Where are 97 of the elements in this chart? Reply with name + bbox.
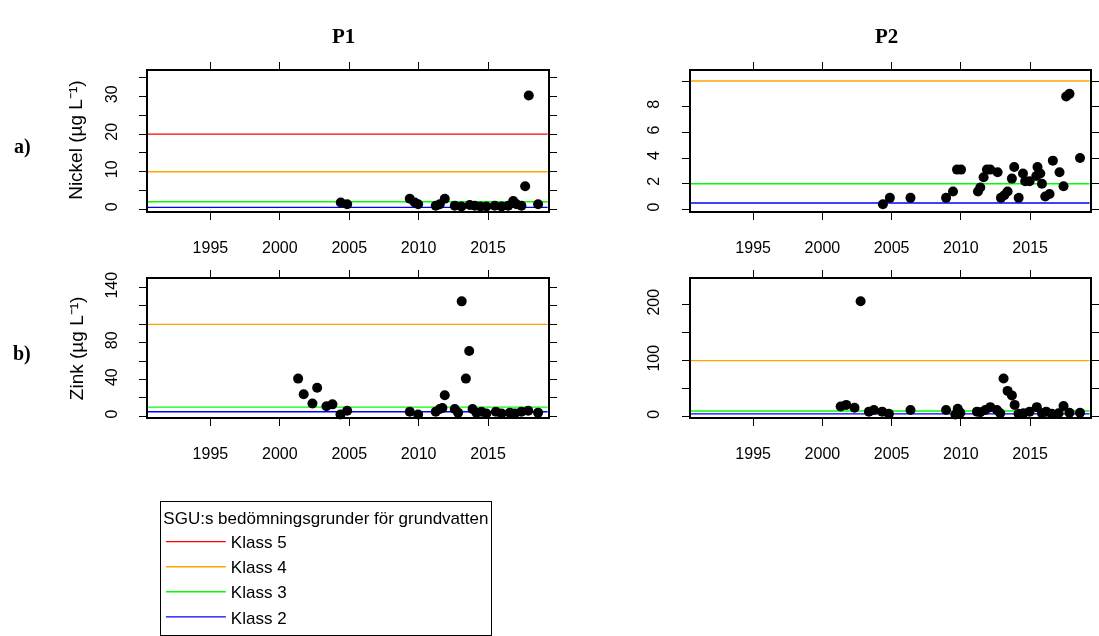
x-tick-label: 2015 xyxy=(1012,238,1049,256)
point xyxy=(456,296,467,307)
point xyxy=(404,406,415,417)
point xyxy=(1009,162,1020,173)
point xyxy=(1002,186,1013,197)
x-tick-label: 2010 xyxy=(943,445,979,463)
point xyxy=(841,399,852,410)
y-tick-label: 80 xyxy=(102,331,120,350)
y-tick-label: 4 xyxy=(645,151,663,161)
point xyxy=(1013,192,1024,203)
point xyxy=(992,167,1003,178)
y-tick-label: 40 xyxy=(102,368,120,387)
y-tick-label: 2 xyxy=(645,176,663,186)
legend-label: Klass 2 xyxy=(230,608,287,628)
point xyxy=(1031,402,1042,413)
x-tick-label: 2015 xyxy=(470,445,506,463)
x-tick-label: 2010 xyxy=(400,238,437,256)
point xyxy=(855,296,866,307)
y-tick-label: 0 xyxy=(645,202,663,212)
point xyxy=(1064,407,1075,418)
point xyxy=(439,390,450,401)
point xyxy=(905,404,916,415)
x-tick-label: 2015 xyxy=(470,238,506,256)
y-axis-title: Nickel (µg L⁻¹) xyxy=(65,80,87,200)
point xyxy=(1006,390,1017,401)
point xyxy=(460,373,471,384)
x-tick-label: 2005 xyxy=(331,238,368,256)
point xyxy=(905,192,916,203)
point xyxy=(941,192,952,203)
point xyxy=(948,186,959,197)
point xyxy=(1006,173,1017,184)
point xyxy=(293,373,304,384)
x-tick-label: 1995 xyxy=(735,445,772,463)
point xyxy=(533,407,544,418)
y-tick-label: 100 xyxy=(645,344,663,372)
y-tick-label: 20 xyxy=(102,122,120,141)
point xyxy=(1075,153,1086,164)
legend-label: Klass 5 xyxy=(230,533,287,553)
y-axis-title: Zink (µg L⁻¹) xyxy=(66,296,88,401)
chart-title: P1 xyxy=(332,24,356,48)
point xyxy=(884,192,895,203)
x-tick-label: 1995 xyxy=(735,238,772,256)
y-tick-label: 0 xyxy=(645,409,663,419)
point xyxy=(413,199,424,210)
chart-title: P2 xyxy=(875,24,899,48)
y-tick-label: 6 xyxy=(645,125,663,135)
point xyxy=(523,405,534,416)
text: b) xyxy=(13,342,31,365)
point xyxy=(998,373,1009,384)
point xyxy=(877,199,888,210)
point xyxy=(1036,178,1047,189)
x-tick-label: 2000 xyxy=(262,238,298,256)
point xyxy=(298,389,309,400)
legend-label: Klass 4 xyxy=(230,558,287,578)
legend-title: SGU:s bedömningsgrunder för grundvatten xyxy=(163,509,489,529)
point xyxy=(1058,181,1069,192)
x-tick-label: 2000 xyxy=(804,238,841,256)
y-tick-label: 0 xyxy=(102,409,120,419)
point xyxy=(342,405,353,416)
point xyxy=(453,407,464,418)
y-tick-label: 8 xyxy=(645,99,663,109)
x-tick-label: 1995 xyxy=(192,238,229,256)
point xyxy=(1044,189,1055,199)
x-tick-label: 2000 xyxy=(804,445,841,463)
point xyxy=(312,382,323,393)
x-tick-label: 2005 xyxy=(873,238,910,256)
point xyxy=(849,402,860,413)
x-tick-label: 1995 xyxy=(192,445,229,463)
point xyxy=(1058,401,1069,412)
y-tick-label: 0 xyxy=(102,202,120,212)
point xyxy=(1075,407,1086,418)
point xyxy=(533,199,544,210)
point xyxy=(464,346,475,357)
point xyxy=(1054,167,1065,178)
x-tick-label: 2000 xyxy=(262,445,298,463)
x-tick-label: 2005 xyxy=(331,445,368,463)
point xyxy=(439,193,450,204)
point xyxy=(975,182,986,193)
x-tick-label: 2005 xyxy=(873,445,910,463)
legend-label: Klass 3 xyxy=(230,583,287,603)
point xyxy=(342,199,353,210)
x-tick-label: 2010 xyxy=(400,445,437,463)
point xyxy=(523,90,534,101)
point xyxy=(307,398,318,409)
point xyxy=(1009,399,1020,410)
x-tick-label: 2010 xyxy=(943,238,979,256)
point xyxy=(327,399,338,410)
point xyxy=(520,181,531,192)
point xyxy=(1047,155,1058,166)
point xyxy=(941,404,952,415)
x-tick-label: 2015 xyxy=(1012,445,1049,463)
point xyxy=(516,200,527,211)
text: a) xyxy=(14,135,31,158)
y-tick-label: 30 xyxy=(102,85,120,104)
y-tick-label: 200 xyxy=(645,288,663,316)
y-tick-label: 140 xyxy=(102,271,120,299)
y-tick-label: 10 xyxy=(102,160,120,179)
